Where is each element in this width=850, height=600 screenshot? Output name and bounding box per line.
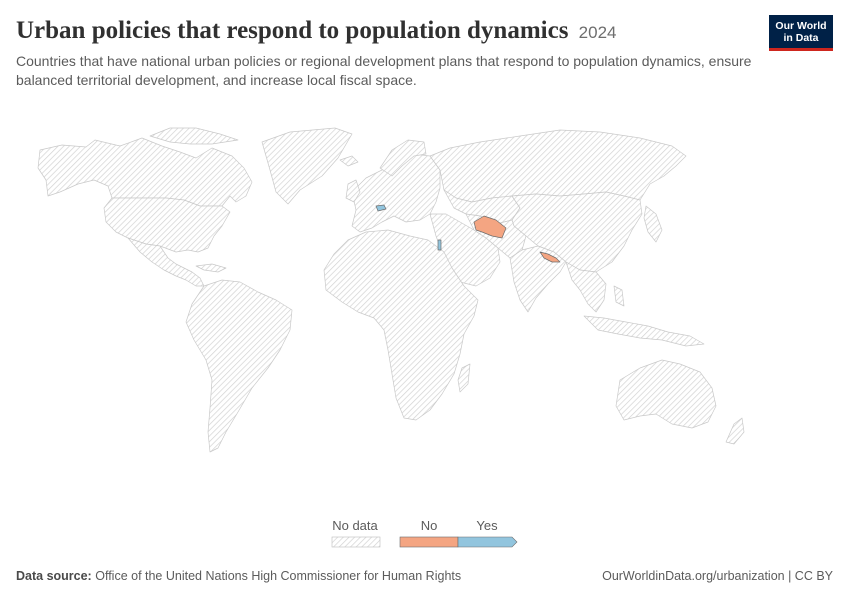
footer-source: Data source: Office of the United Nation… — [16, 569, 461, 583]
region-nepal[interactable] — [539, 251, 561, 263]
chart-title: Urban policies that respond to populatio… — [16, 14, 617, 50]
region-turkmenistan[interactable] — [473, 215, 507, 239]
region-arctic-islands[interactable] — [149, 127, 239, 145]
region-slovakia[interactable] — [375, 204, 387, 212]
owid-logo[interactable]: Our World in Data — [769, 15, 833, 51]
region-australia[interactable] — [615, 359, 717, 429]
region-greenland[interactable] — [261, 127, 353, 205]
legend-no-swatch[interactable] — [399, 536, 459, 548]
region-south-america[interactable] — [185, 279, 293, 453]
legend-yes-swatch[interactable] — [457, 536, 518, 548]
source-text: Office of the United Nations High Commis… — [95, 569, 462, 583]
region-new-zealand[interactable] — [725, 417, 745, 445]
region-japan[interactable] — [643, 205, 663, 243]
region-canada[interactable] — [37, 137, 253, 207]
map-legend: No data No Yes — [330, 516, 530, 556]
footer-link[interactable]: OurWorldinData.org/urbanization | CC BY — [602, 569, 833, 583]
region-philippines[interactable] — [613, 285, 625, 307]
legend-graphic: No data No Yes — [331, 518, 518, 548]
region-southeast-asia[interactable] — [565, 261, 607, 313]
chart-title-text: Urban policies that respond to populatio… — [16, 17, 569, 44]
region-caribbean[interactable] — [195, 263, 227, 273]
chart-subtitle: Countries that have national urban polic… — [16, 53, 752, 88]
source-label: Data source: — [16, 569, 92, 583]
legend-no-data-label: No data — [332, 518, 378, 533]
region-indonesia[interactable] — [583, 315, 705, 347]
region-iceland[interactable] — [339, 155, 359, 167]
chart-year: 2024 — [578, 23, 617, 42]
logo-line-2: in Data — [783, 32, 819, 44]
region-mexico[interactable] — [127, 237, 205, 287]
region-africa[interactable] — [323, 229, 479, 421]
logo-line-1: Our World — [775, 20, 827, 32]
region-usa[interactable] — [103, 197, 231, 253]
legend-no-data-swatch — [331, 536, 381, 548]
legend-no-label: No — [421, 518, 438, 533]
region-russia[interactable] — [429, 129, 687, 203]
region-madagascar[interactable] — [457, 363, 471, 393]
region-scandinavia[interactable] — [379, 139, 427, 177]
region-israel[interactable] — [437, 239, 442, 251]
region-uk[interactable] — [345, 179, 361, 203]
legend-yes-label: Yes — [476, 518, 498, 533]
region-india[interactable] — [509, 245, 567, 313]
